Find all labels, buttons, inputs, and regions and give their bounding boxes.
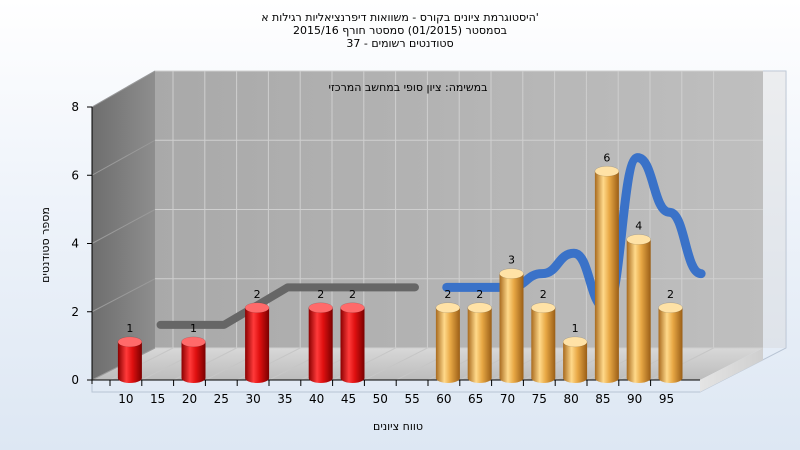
bar-value-label: 1 <box>572 322 579 335</box>
bar-value-label: 6 <box>603 151 610 164</box>
x-tick-label: 45 <box>341 392 356 406</box>
left-wall <box>92 71 155 380</box>
bar-value-label: 4 <box>635 220 642 233</box>
x-tick-label: 35 <box>277 392 292 406</box>
grid-line-wall <box>91 209 156 244</box>
bar-body <box>181 341 206 383</box>
bar-value-label: 2 <box>254 288 261 301</box>
bar <box>244 302 270 383</box>
bar <box>181 336 206 383</box>
grid-line-wall <box>91 278 156 313</box>
bar <box>531 302 556 383</box>
bar-value-label: 3 <box>508 254 515 267</box>
bar-value-label: 1 <box>126 322 133 335</box>
x-axis-title: טווח ציונים <box>373 420 423 433</box>
chart-subtitle: בסמסטר (01/2015) סמסטר חורף 2015/16 <box>293 24 507 37</box>
x-tick-label: 30 <box>245 392 260 406</box>
x-tick-label: 60 <box>436 392 451 406</box>
chart-subtitle-2: סטודנטים רשומים - 37 <box>346 37 454 50</box>
axis-layer: 0 2 4 6 8 10 15 20 25 30 35 40 45 50 55 60 65 70 75 80 85 90 9… <box>71 100 700 406</box>
bar-body <box>245 307 270 383</box>
bar <box>499 268 524 383</box>
bar-top <box>117 336 143 348</box>
x-tick-label: 75 <box>532 392 547 406</box>
bar-value-label: 2 <box>667 288 674 301</box>
trend-line-gray <box>156 283 419 329</box>
y-tick-label: 2 <box>71 305 79 319</box>
bar-top <box>562 336 588 348</box>
bar <box>658 302 683 383</box>
x-tick-label: 40 <box>309 392 324 406</box>
bar-body <box>658 307 683 383</box>
bar-top <box>594 166 620 177</box>
bar-top <box>435 302 461 313</box>
x-tick-label: 15 <box>150 392 165 406</box>
bar-top <box>658 302 683 313</box>
bar <box>594 166 620 383</box>
bar-value-label: 1 <box>190 322 197 335</box>
bar-body <box>499 273 524 383</box>
x-tick-label: 25 <box>214 392 229 406</box>
x-tick-label: 50 <box>373 392 388 406</box>
x-tick-label: 95 <box>659 392 674 406</box>
chart-title-block: היסטוגרמת ציונים בקורס - משוואות דיפרנצי… <box>0 11 800 50</box>
chart-title: היסטוגרמת ציונים בקורס - משוואות דיפרנצי… <box>261 11 539 24</box>
y-tick-label: 8 <box>71 100 79 114</box>
grid-line-wall <box>91 70 156 108</box>
bar-body <box>340 307 365 383</box>
bar <box>626 234 651 383</box>
bar <box>467 302 492 383</box>
bar-value-label: 2 <box>349 288 356 301</box>
bar-body <box>117 341 142 383</box>
bar-top <box>531 302 556 313</box>
x-tick-label: 65 <box>468 392 483 406</box>
bar <box>340 302 365 383</box>
bar-top <box>244 302 270 313</box>
label-layer: 1 1 2 2 2 2 2 3 2 1 6 4 2 <box>126 151 674 335</box>
y-axis-title: מספר סטודנטים <box>39 207 52 283</box>
bar-body <box>531 307 556 383</box>
bar-top <box>467 302 492 313</box>
bar-value-label: 2 <box>317 288 324 301</box>
bar-value-label: 2 <box>540 288 547 301</box>
bar-value-label: 2 <box>476 288 483 301</box>
bar-body <box>626 239 651 383</box>
x-tick-label: 55 <box>404 392 419 406</box>
y-tick-label: 4 <box>71 237 79 251</box>
grid-line-floor <box>364 347 428 381</box>
bar-body <box>435 307 460 383</box>
chart-annotation: במשימה: ציון סופי במחשב המרכזי <box>328 81 487 94</box>
bar <box>435 302 461 383</box>
bar-body <box>563 341 588 383</box>
bar-value-label: 2 <box>444 288 451 301</box>
bar-top <box>499 268 524 279</box>
right-edge <box>763 71 786 348</box>
x-tick-label: 90 <box>627 392 642 406</box>
bar-top <box>340 302 365 313</box>
bar <box>562 336 588 383</box>
grid-line-wall <box>91 139 156 176</box>
bar <box>117 336 143 383</box>
bar-layer <box>117 166 683 383</box>
bar-top <box>181 336 206 348</box>
bar-body <box>467 307 492 383</box>
bar-top <box>308 302 333 313</box>
bar-body <box>308 307 333 383</box>
y-tick-label: 0 <box>71 373 79 387</box>
x-tick-label: 20 <box>182 392 197 406</box>
bar-top <box>626 234 651 245</box>
bar <box>308 302 333 383</box>
x-tick-label: 80 <box>563 392 578 406</box>
x-tick-label: 85 <box>595 392 610 406</box>
x-tick-label: 70 <box>500 392 515 406</box>
floor-front-edge <box>700 348 763 392</box>
x-tick-label: 10 <box>118 392 133 406</box>
bar-body <box>594 171 619 383</box>
y-tick-label: 6 <box>71 168 79 182</box>
